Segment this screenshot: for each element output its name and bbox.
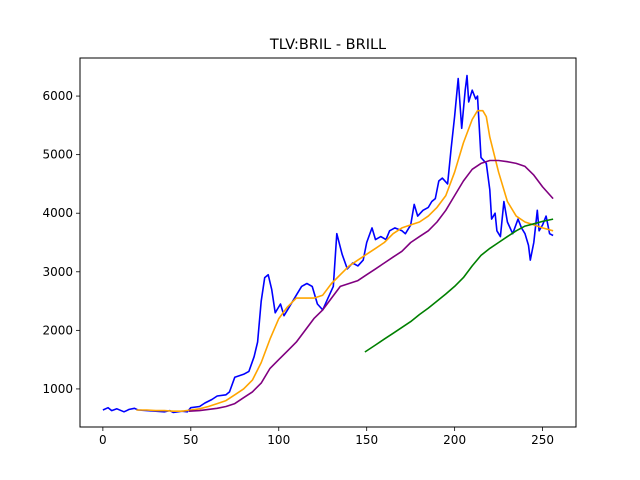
chart-title: TLV:BRIL - BRILL — [269, 37, 386, 53]
series-lines — [102, 74, 554, 414]
y-tick-label: 3000 — [42, 265, 73, 279]
plot-frame — [79, 57, 577, 428]
series-line-4 — [364, 218, 554, 353]
series-line-3 — [188, 159, 554, 412]
y-axis: 1000 2000 3000 4000 5000 6000 — [42, 89, 80, 396]
x-axis: 0 50 100 150 200 250 — [99, 427, 554, 447]
y-tick-label: 2000 — [42, 323, 73, 337]
y-tick-label: 5000 — [42, 148, 73, 162]
x-tick-label: 100 — [267, 433, 290, 447]
y-tick-label: 6000 — [42, 89, 73, 103]
x-tick-label: 150 — [355, 433, 378, 447]
y-tick-label: 1000 — [42, 382, 73, 396]
series-line-1 — [102, 74, 554, 414]
series-line-2 — [136, 109, 554, 413]
x-tick-label: 0 — [99, 433, 107, 447]
x-tick-label: 250 — [531, 433, 554, 447]
x-tick-label: 50 — [183, 433, 198, 447]
y-tick-label: 4000 — [42, 206, 73, 220]
x-tick-label: 200 — [443, 433, 466, 447]
